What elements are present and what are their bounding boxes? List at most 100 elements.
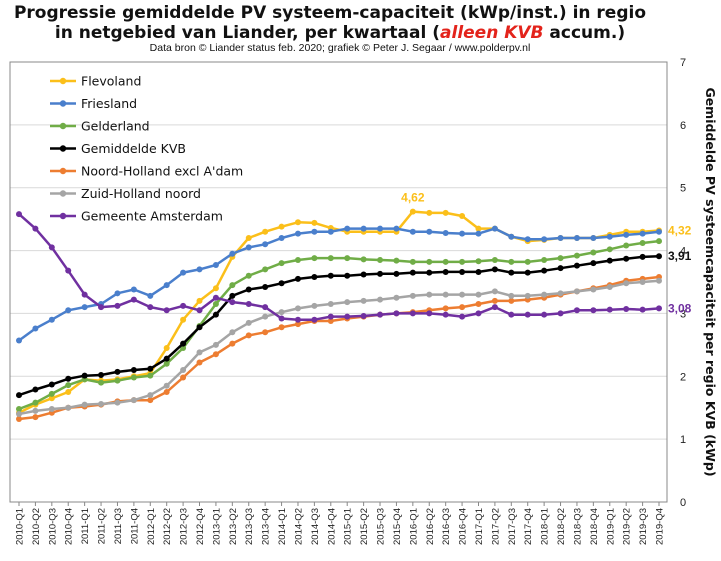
series-point bbox=[180, 302, 187, 309]
series-point bbox=[294, 316, 301, 323]
series-point bbox=[508, 269, 515, 276]
x-tick-label: 2015-Q1 bbox=[343, 508, 354, 545]
x-tick-label: 2017-Q3 bbox=[507, 508, 518, 545]
series-point bbox=[311, 228, 318, 235]
x-tick-label: 2010-Q2 bbox=[31, 508, 42, 545]
series-point bbox=[16, 337, 22, 344]
series-point bbox=[590, 286, 597, 293]
x-tick-label: 2017-Q2 bbox=[490, 508, 501, 545]
series-point bbox=[475, 268, 482, 275]
series-point bbox=[196, 359, 203, 366]
x-tick-label: 2011-Q2 bbox=[97, 508, 108, 544]
series-point bbox=[491, 257, 498, 263]
series-point bbox=[573, 288, 580, 295]
series-point bbox=[491, 304, 498, 311]
series-point bbox=[278, 235, 285, 241]
series-point bbox=[557, 310, 564, 317]
series-line bbox=[18, 239, 660, 411]
series-point bbox=[180, 367, 187, 373]
series-point bbox=[426, 228, 433, 235]
series-point bbox=[639, 253, 646, 260]
series-point bbox=[442, 209, 449, 216]
series-point bbox=[98, 400, 105, 407]
series-point bbox=[245, 272, 252, 279]
series-point bbox=[426, 258, 433, 265]
series-point bbox=[262, 266, 269, 273]
series-point bbox=[245, 301, 252, 307]
x-tick-label: 2011-Q3 bbox=[113, 508, 124, 544]
series-point bbox=[130, 296, 137, 303]
legend-swatch-marker bbox=[59, 77, 67, 85]
legend-label: Flevoland bbox=[81, 74, 141, 89]
series-point bbox=[278, 309, 285, 316]
series-point bbox=[130, 397, 137, 404]
series-point bbox=[475, 225, 482, 232]
data-label: 3,08 bbox=[668, 301, 692, 315]
legend-label: Zuid-Holland noord bbox=[81, 186, 201, 201]
data-label: 4,32 bbox=[668, 223, 692, 237]
series-point bbox=[606, 284, 613, 291]
series-point bbox=[130, 367, 137, 373]
chart-title-line2-pre: in netgebied van Liander, per kwartaal ( bbox=[55, 23, 440, 43]
series-point bbox=[573, 262, 580, 269]
series-point bbox=[426, 269, 433, 276]
x-tick-label: 2017-Q1 bbox=[474, 508, 485, 545]
series-point bbox=[606, 257, 613, 264]
series-point bbox=[541, 291, 548, 298]
series-point bbox=[409, 292, 416, 299]
x-tick-label: 2010-Q4 bbox=[64, 508, 75, 545]
series-point bbox=[541, 311, 548, 318]
series-point bbox=[65, 382, 72, 389]
series-point bbox=[262, 284, 269, 291]
series-point bbox=[180, 269, 187, 276]
series-point bbox=[81, 291, 88, 298]
series-point bbox=[229, 250, 236, 257]
x-tick-label: 2014-Q2 bbox=[293, 508, 304, 545]
series-point bbox=[147, 304, 154, 311]
x-tick-label: 2016-Q4 bbox=[458, 508, 469, 545]
series-point bbox=[65, 307, 72, 314]
series-point bbox=[623, 306, 630, 313]
series-point bbox=[32, 386, 39, 393]
series-point bbox=[163, 345, 170, 351]
series-point bbox=[32, 225, 39, 232]
series-point bbox=[393, 294, 400, 301]
x-tick-label: 2013-Q4 bbox=[261, 508, 272, 545]
series-point bbox=[245, 235, 252, 241]
series-point bbox=[508, 297, 515, 304]
series-point bbox=[32, 399, 39, 406]
series-point bbox=[344, 313, 351, 320]
series-point bbox=[229, 340, 236, 347]
series-point bbox=[294, 275, 301, 282]
chart-subtitle: Data bron © Liander status feb. 2020; gr… bbox=[150, 42, 531, 54]
series-point bbox=[327, 228, 334, 235]
series-point bbox=[311, 302, 318, 309]
legend-item: Flevoland bbox=[50, 74, 141, 89]
legend-swatch-marker bbox=[59, 122, 67, 130]
series-point bbox=[163, 389, 170, 395]
chart-title-line2-em: alleen KVB bbox=[440, 23, 544, 43]
series-point bbox=[196, 266, 203, 273]
series-point bbox=[459, 304, 466, 311]
series-point bbox=[65, 404, 72, 411]
data-label: 4,62 bbox=[401, 191, 425, 205]
series-point bbox=[245, 319, 252, 326]
series-point bbox=[48, 395, 55, 402]
series-point bbox=[327, 317, 334, 324]
series-point bbox=[262, 313, 269, 320]
series-point bbox=[114, 399, 121, 406]
series-point bbox=[212, 262, 219, 269]
series-point bbox=[409, 310, 416, 317]
series-point bbox=[606, 246, 613, 253]
series-point bbox=[508, 292, 515, 299]
series-point bbox=[459, 230, 466, 237]
series-point bbox=[524, 311, 531, 318]
series-point bbox=[491, 297, 498, 304]
series-point bbox=[377, 296, 384, 303]
series-point bbox=[623, 280, 630, 287]
series-point bbox=[344, 272, 351, 279]
x-tick-label: 2018-Q4 bbox=[589, 508, 600, 545]
x-tick-label: 2018-Q3 bbox=[572, 508, 583, 545]
series-point bbox=[573, 252, 580, 259]
series-point bbox=[81, 401, 88, 408]
